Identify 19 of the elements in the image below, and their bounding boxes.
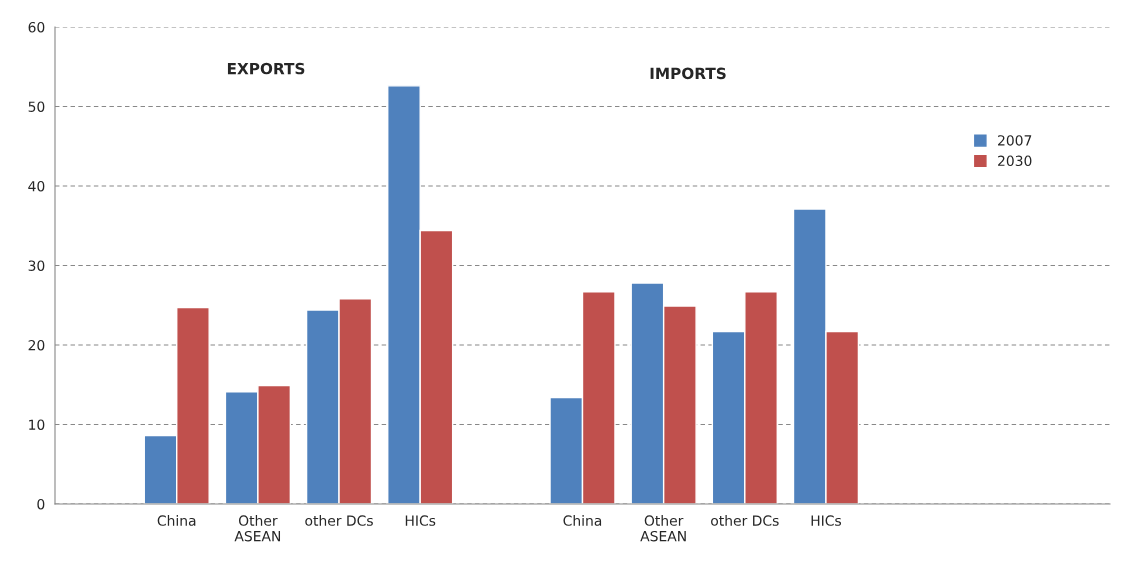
- y-tick-label: 0: [37, 498, 45, 510]
- x-tick-label: HICs: [405, 515, 436, 526]
- y-tick-label: 10: [29, 419, 45, 430]
- x-tick-label: China: [563, 515, 602, 526]
- annotation: EXPORTS: [227, 62, 305, 75]
- x-tick-label: HICs: [811, 515, 842, 526]
- y-tick-label: 60: [28, 21, 45, 33]
- x-tick-label: Other ASEAN: [234, 515, 281, 542]
- legend-label: 2030: [998, 155, 1032, 167]
- y-tick-label: 20: [28, 339, 45, 351]
- x-tick-label: other DCs: [711, 515, 779, 526]
- x-tick-label: China: [157, 515, 196, 526]
- x-tick-label: other DCs: [305, 515, 373, 526]
- y-tick-label: 50: [28, 101, 45, 112]
- x-tick-label: Other ASEAN: [640, 515, 686, 542]
- y-tick-label: 30: [28, 260, 45, 271]
- annotation: IMPORTS: [650, 67, 726, 80]
- y-tick-label: 40: [28, 180, 45, 192]
- legend-label: 2007: [998, 135, 1032, 146]
